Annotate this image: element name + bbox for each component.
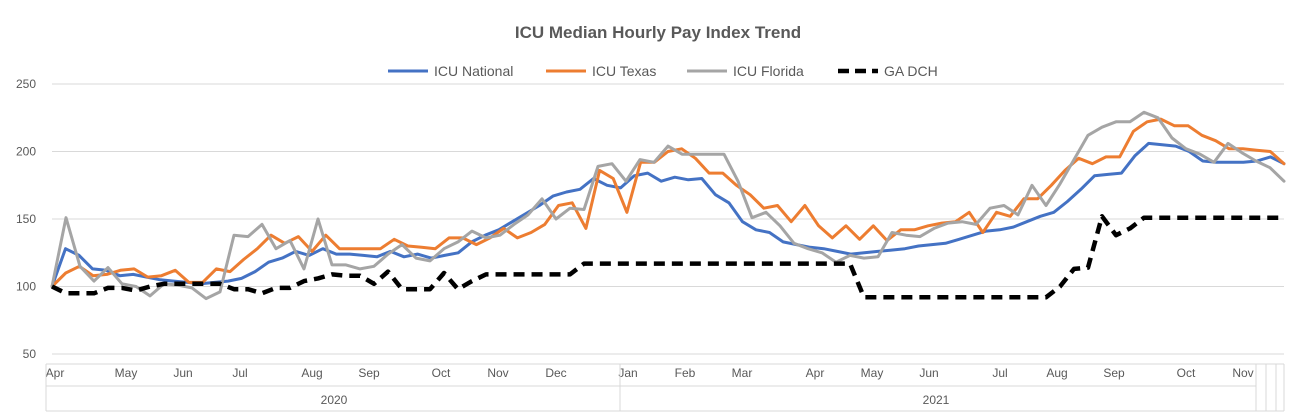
y-tick-label: 250 [16,77,36,91]
x-tick-label: Jul [232,366,247,380]
x-axis: Apr May Jun Jul Aug Sep Oct Nov Dec Jan Feb Mar Apr M… [45,363,1285,412]
legend-label: ICU Texas [592,63,656,79]
y-tick-label: 200 [16,145,36,159]
x-tick-label: Aug [301,366,322,380]
legend-item-icu-texas: ICU Texas [546,63,656,79]
x-tick-label: Jul [992,366,1007,380]
legend-item-ga-dch: GA DCH [838,63,938,79]
x-tick-label: Jun [919,366,938,380]
x-tick-label: Jan [618,366,637,380]
y-axis: 50 100 150 200 250 [16,77,36,361]
year-label: 2021 [923,393,950,407]
legend-item-icu-florida: ICU Florida [687,63,804,79]
year-label: 2020 [321,393,348,407]
y-tick-label: 50 [23,347,37,361]
x-tick-label: Apr [806,366,825,380]
x-tick-label: Apr [46,366,65,380]
x-tick-label: Oct [432,366,451,380]
legend-label: GA DCH [884,63,938,79]
legend: ICU National ICU Texas ICU Florida GA DCH [388,63,938,79]
series-line-icu-florida [50,110,1286,301]
grid-lines [52,83,1284,355]
x-tick-label: Nov [1232,366,1253,380]
x-tick-label: Nov [487,366,508,380]
series-line-icu-national [50,141,1286,288]
x-tick-label: Mar [732,366,753,380]
series-line-ga-dch [51,214,1284,300]
x-tick-label: Feb [675,366,696,380]
series-line-icu-texas [50,117,1286,288]
legend-label: ICU National [434,63,513,79]
legend-label: ICU Florida [733,63,804,79]
x-tick-label: Sep [1103,366,1125,380]
x-tick-label: Sep [358,366,380,380]
y-tick-label: 150 [16,212,36,226]
x-tick-label: Aug [1046,366,1067,380]
legend-item-icu-national: ICU National [388,63,513,79]
x-tick-label: May [115,366,138,380]
x-tick-label: Dec [545,366,566,380]
x-tick-label: Jun [173,366,192,380]
x-tick-label: May [861,366,884,380]
chart-title: ICU Median Hourly Pay Index Trend [515,23,801,42]
x-tick-label: Oct [1177,366,1196,380]
y-tick-label: 100 [16,280,36,294]
series-layer [50,110,1286,301]
